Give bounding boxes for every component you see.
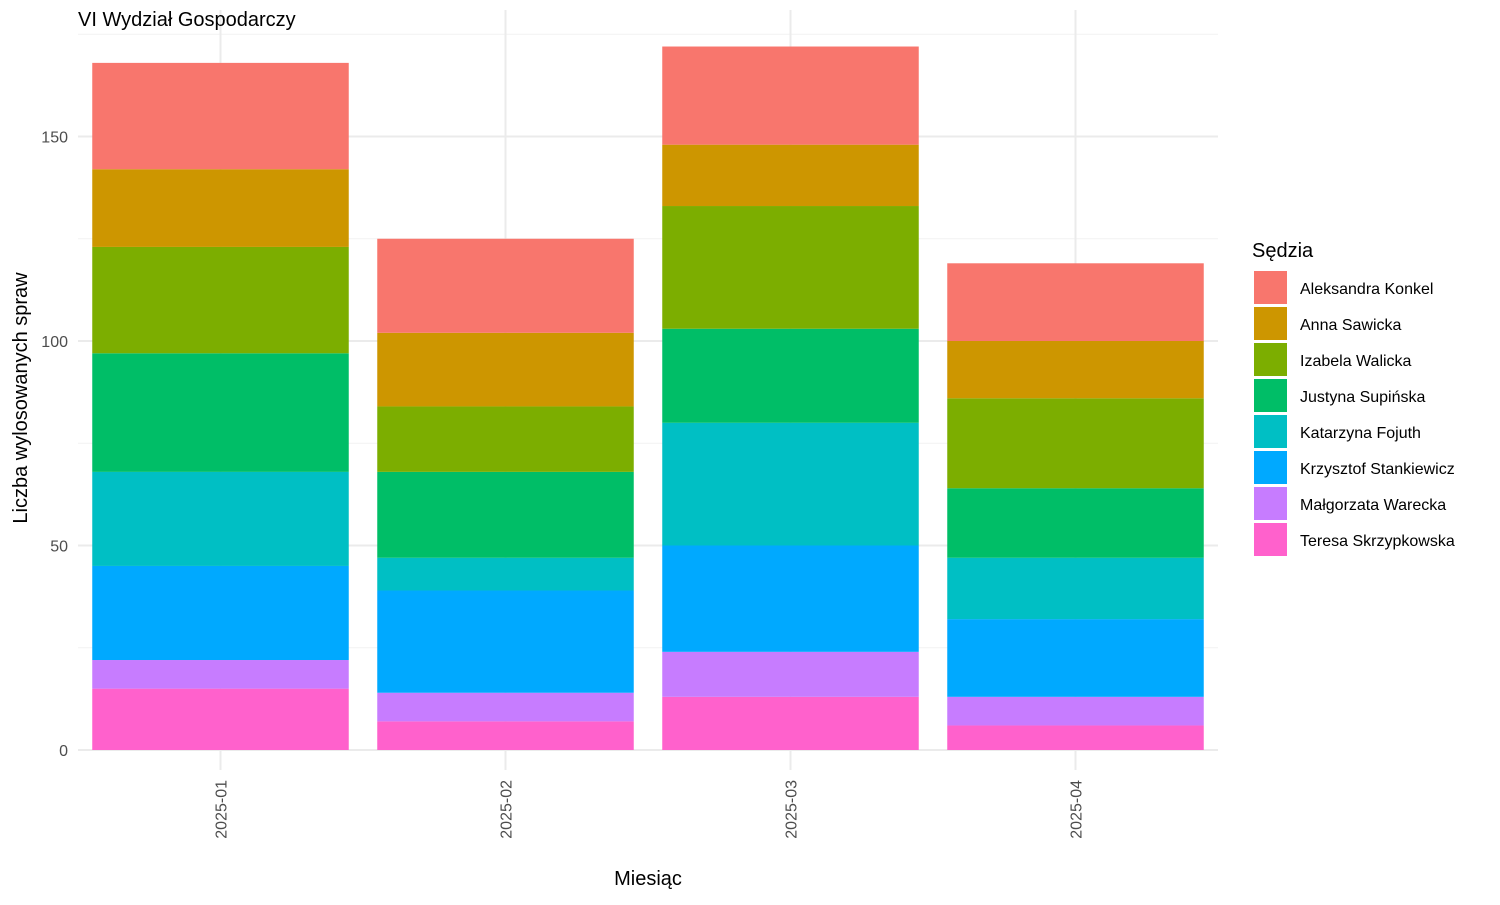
- y-tick-label: 50: [50, 539, 68, 556]
- legend-label: Małgorzata Warecka: [1300, 497, 1446, 514]
- bar-segment: [662, 206, 919, 329]
- y-tick-label: 100: [41, 334, 68, 351]
- legend-label: Teresa Skrzypkowska: [1300, 533, 1455, 550]
- bar-segment: [947, 557, 1204, 620]
- chart-title: VI Wydział Gospodarczy: [78, 9, 296, 31]
- legend-label: Krzysztof Stankiewicz: [1300, 461, 1455, 478]
- bar-segment: [377, 238, 634, 333]
- bar-segment: [92, 660, 349, 689]
- bar-segment: [947, 725, 1204, 750]
- legend-item: Katarzyna Fojuth: [1254, 415, 1421, 448]
- x-tick-label: 2025-01: [214, 780, 231, 839]
- x-tick-label: 2025-03: [784, 780, 801, 839]
- y-tick-label: 150: [41, 130, 68, 147]
- legend-item: Anna Sawicka: [1254, 307, 1401, 340]
- bar-segment: [947, 263, 1204, 341]
- bar-segment: [662, 422, 919, 546]
- bar-segment: [92, 353, 349, 472]
- y-axis-ticks: 0 50 100 150: [41, 130, 68, 761]
- bar-segment: [377, 557, 634, 591]
- legend-item: Aleksandra Konkel: [1254, 271, 1433, 304]
- legend-key: [1254, 343, 1287, 376]
- bar-segment: [947, 488, 1204, 558]
- legend: Sędzia Aleksandra Konkel Anna Sawicka Izab…: [1252, 240, 1455, 556]
- bar-segment: [947, 696, 1204, 726]
- bar-segment: [662, 328, 919, 423]
- y-axis-title: Liczba wylosowanych spraw: [10, 272, 32, 524]
- legend-item: Małgorzata Warecka: [1254, 487, 1446, 520]
- bar-segment: [662, 46, 919, 145]
- legend-items: Aleksandra Konkel Anna Sawicka Izabela Wal…: [1254, 271, 1455, 556]
- legend-key: [1254, 451, 1287, 484]
- x-axis-title: Miesiąc: [614, 868, 682, 890]
- legend-label: Katarzyna Fojuth: [1300, 425, 1421, 442]
- legend-key: [1254, 523, 1287, 556]
- bar-segment: [92, 169, 349, 247]
- legend-key: [1254, 307, 1287, 340]
- legend-key: [1254, 487, 1287, 520]
- bar-segment: [92, 62, 349, 170]
- bar-segment: [377, 590, 634, 693]
- legend-label: Aleksandra Konkel: [1300, 281, 1433, 298]
- bar-segment: [377, 721, 634, 750]
- bar-segment: [92, 471, 349, 566]
- x-tick-label: 2025-02: [499, 780, 516, 839]
- legend-key: [1254, 271, 1287, 304]
- x-tick-label: 2025-04: [1069, 780, 1086, 839]
- x-axis-ticks: 2025-01 2025-02 2025-03 2025-04: [214, 780, 1086, 839]
- legend-key: [1254, 379, 1287, 412]
- bar-segment: [662, 651, 919, 697]
- legend-label: Anna Sawicka: [1300, 317, 1401, 334]
- y-tick-label: 0: [59, 743, 68, 760]
- legend-label: Izabela Walicka: [1300, 353, 1412, 370]
- bar-segment: [662, 144, 919, 207]
- bars-layer: [92, 46, 1204, 750]
- bar-segment: [377, 406, 634, 472]
- legend-key: [1254, 415, 1287, 448]
- bar-segment: [377, 692, 634, 722]
- bar-segment: [947, 619, 1204, 697]
- bar-segment: [662, 545, 919, 652]
- bar-segment: [92, 565, 349, 661]
- legend-title: Sędzia: [1252, 240, 1314, 262]
- bar-segment: [92, 246, 349, 354]
- bar-segment: [92, 688, 349, 750]
- bar-segment: [377, 471, 634, 558]
- legend-item: Justyna Supińska: [1254, 379, 1426, 412]
- bar-segment: [947, 398, 1204, 489]
- legend-label: Justyna Supińska: [1300, 389, 1426, 406]
- legend-item: Izabela Walicka: [1254, 343, 1412, 376]
- bar-segment: [377, 332, 634, 407]
- legend-item: Krzysztof Stankiewicz: [1254, 451, 1455, 484]
- bar-segment: [662, 696, 919, 750]
- bar-segment: [947, 341, 1204, 399]
- legend-item: Teresa Skrzypkowska: [1254, 523, 1455, 556]
